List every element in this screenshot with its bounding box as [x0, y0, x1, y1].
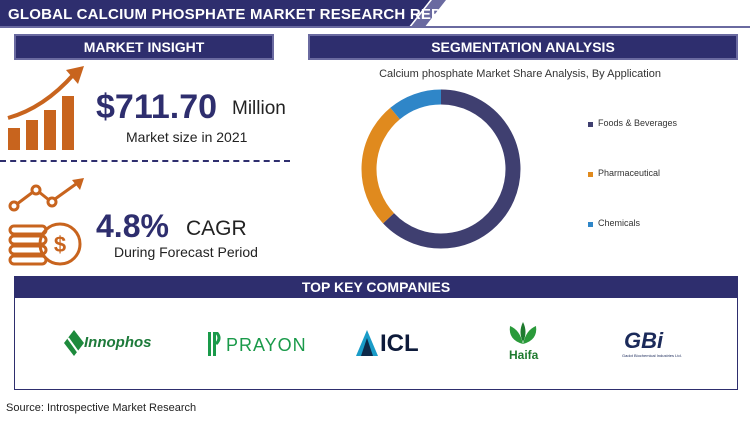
legend-swatch — [588, 122, 593, 127]
logo-icl: ICL — [356, 322, 436, 362]
prayon-wordmark: PRAYON — [226, 335, 307, 355]
donut-chart — [361, 89, 521, 249]
logo-gbi: GBi Gadot Biochemical Industries Ltd. — [620, 322, 690, 362]
legend-label: Chemicals — [598, 218, 641, 228]
gbi-subtext: Gadot Biochemical Industries Ltd. — [622, 353, 682, 358]
prayon-mark-icon — [208, 332, 221, 356]
donut-slice-foods-beverages — [383, 89, 521, 249]
gbi-wordmark: GBi — [624, 328, 664, 353]
logo-prayon: PRAYON — [208, 322, 306, 362]
icl-wordmark: ICL — [380, 330, 419, 357]
legend-swatch — [588, 172, 593, 177]
segmentation-heading: SEGMENTATION ANALYSIS — [308, 34, 738, 60]
source-note: Source: Introspective Market Research — [6, 402, 197, 414]
cagr-label: CAGR — [186, 217, 247, 240]
growth-chart-icon — [7, 66, 84, 150]
donut-slice-chemicals — [390, 89, 442, 120]
cagr-value: 4.8% — [96, 208, 169, 244]
companies-heading: TOP KEY COMPANIES — [14, 276, 738, 298]
legend-item-foods: Foods & Beverages — [588, 118, 728, 132]
coin-growth-icon: $ — [8, 178, 84, 266]
haifa-wordmark: Haifa — [509, 348, 539, 362]
top-banner: GLOBAL CALCIUM PHOSPHATE MARKET RESEARCH… — [0, 0, 750, 28]
chart-title: Calcium phosphate Market Share Analysis,… — [379, 68, 661, 80]
legend-item-chemicals: Chemicals — [588, 218, 728, 232]
legend-label: Pharmaceutical — [598, 168, 661, 178]
market-size-value: $711.70 — [96, 88, 218, 126]
market-size-caption: Market size in 2021 — [126, 129, 248, 145]
legend-swatch — [588, 222, 593, 227]
divider — [0, 160, 290, 162]
logo-haifa: Haifa — [506, 322, 546, 366]
innophos-wordmark: Innophos — [84, 334, 152, 351]
logo-innophos: Innophos — [64, 322, 154, 362]
top-banner-shape — [0, 0, 750, 28]
legend-label: Foods & Beverages — [598, 118, 678, 128]
innophos-mark-icon — [64, 330, 84, 356]
svg-text:$: $ — [54, 232, 66, 257]
market-insight-heading: MARKET INSIGHT — [14, 34, 274, 60]
haifa-leaf-icon — [509, 322, 537, 344]
market-size-unit: Million — [232, 98, 286, 119]
cagr-caption: During Forecast Period — [114, 244, 258, 260]
icl-triangle-icon — [356, 330, 378, 356]
legend-item-pharmaceutical: Pharmaceutical — [588, 168, 728, 182]
report-title: GLOBAL CALCIUM PHOSPHATE MARKET RESEARCH… — [8, 6, 474, 23]
donut-slice-pharmaceutical — [361, 107, 401, 224]
